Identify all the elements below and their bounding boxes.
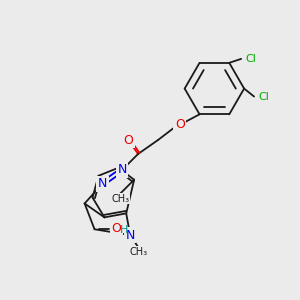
Text: Cl: Cl [259, 92, 269, 101]
Text: O: O [111, 222, 121, 235]
Text: CH₃: CH₃ [111, 194, 129, 203]
Text: H: H [120, 225, 128, 235]
Text: N: N [125, 229, 135, 242]
Text: N: N [98, 177, 107, 190]
Text: Cl: Cl [246, 54, 256, 64]
Text: CH₃: CH₃ [129, 247, 147, 257]
Text: O: O [175, 118, 185, 131]
Text: O: O [123, 134, 133, 147]
Text: N: N [118, 163, 127, 176]
